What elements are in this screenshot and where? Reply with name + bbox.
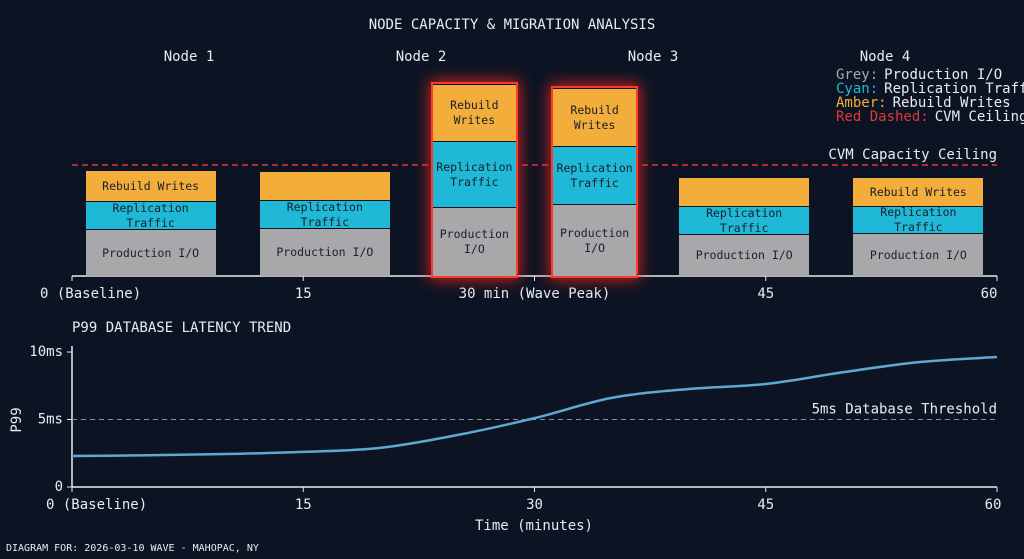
y-axis-label: P99 (9, 407, 25, 432)
x-tick-label: 30 min (Wave Peak) (459, 286, 611, 302)
legend-key: Amber: (836, 95, 887, 111)
ceiling-label: CVM Capacity Ceiling (828, 147, 997, 163)
segment-label: Production I/O (276, 245, 374, 259)
bar-segment: Production I/O (679, 234, 810, 276)
threshold-label: 5ms Database Threshold (812, 402, 997, 418)
segment-label: Production I/O (695, 248, 793, 262)
bar-segment: Production I/O (85, 229, 216, 276)
bar-segment: Replication Traffic (553, 146, 637, 204)
legend-entry: Red Dashed: CVM Ceiling (836, 109, 1024, 125)
bar-segment: Rebuild Writes (553, 88, 637, 146)
x-tick-label: 45 (757, 497, 774, 513)
bar-segment: Replication Traffic (853, 206, 984, 233)
segment-label: Rebuild Writes (570, 102, 619, 132)
bar-segment: Rebuild Writes (853, 177, 984, 206)
bar-segment: Rebuild Writes (85, 170, 216, 201)
bar-segment: Replication Traffic (85, 201, 216, 229)
x-tick-label: 0 (Baseline) (40, 286, 141, 302)
bar-segment: Rebuild Writes (432, 84, 516, 141)
x-tick-label: 60 (981, 286, 998, 302)
legend-label: Rebuild Writes (893, 95, 1011, 111)
chart-title: NODE CAPACITY & MIGRATION ANALYSIS (369, 17, 656, 33)
segment-label: Replication Traffic (286, 200, 363, 228)
segment-label: Replication Traffic (112, 201, 189, 229)
segment-label: Replication Traffic (880, 206, 957, 233)
bar-segment (259, 171, 390, 200)
legend-key: Grey: (836, 67, 878, 83)
bar-segment (679, 177, 810, 206)
legend-entry: Cyan: Replication Traffic (836, 81, 1024, 97)
x-tick-label: 15 (295, 497, 312, 513)
x-tick-label: 60 (985, 497, 1002, 513)
legend-entry: Grey: Production I/O (836, 67, 1002, 83)
node-label: Node 4 (860, 49, 911, 65)
footer: DIAGRAM FOR: 2026-03-10 WAVE - MAHOPAC, … (6, 543, 259, 554)
y-tick-label: 5ms (38, 412, 63, 428)
legend-key: Red Dashed: (836, 109, 929, 125)
segment-label: Replication Traffic (556, 160, 633, 190)
segment-label: Rebuild Writes (450, 98, 499, 127)
x-axis-label: Time (minutes) (475, 518, 593, 534)
latency-line (71, 355, 998, 458)
legend-label: CVM Ceiling (935, 109, 1024, 125)
bar-segment: Production I/O (553, 204, 637, 276)
y-tick-label: 10ms (29, 344, 63, 360)
bar-segment: Replication Traffic (259, 200, 390, 228)
x-tick-label: 45 (757, 286, 774, 302)
bar-segment: Production I/O (259, 228, 390, 276)
node-label: Node 1 (164, 49, 215, 65)
chart-title: P99 DATABASE LATENCY TREND (72, 320, 291, 336)
legend-key: Cyan: (836, 81, 878, 97)
segment-label: Rebuild Writes (102, 178, 200, 193)
legend-label: Production I/O (884, 67, 1002, 83)
x-tick-label: 15 (295, 286, 312, 302)
segment-label: Replication Traffic (706, 206, 783, 234)
x-tick-label: 0 (Baseline) (46, 497, 147, 513)
bar-segment: Replication Traffic (679, 206, 810, 234)
segment-label: Rebuild Writes (869, 184, 967, 199)
legend-entry: Amber: Rebuild Writes (836, 95, 1011, 111)
bar-segment: Production I/O (432, 207, 516, 276)
bar-segment: Replication Traffic (432, 141, 516, 207)
segment-label: Production I/O (560, 225, 630, 255)
segment-label: Production I/O (102, 245, 200, 260)
segment-label: Production I/O (869, 247, 967, 262)
bar-segment: Production I/O (853, 233, 984, 276)
legend-label: Replication Traffic (884, 81, 1024, 97)
y-tick-label: 0 (55, 479, 63, 495)
node-label: Node 3 (628, 49, 679, 65)
node-label: Node 2 (396, 49, 447, 65)
segment-label: Production I/O (439, 227, 509, 256)
segment-label: Replication Traffic (436, 159, 513, 189)
x-tick-label: 30 (526, 497, 543, 513)
